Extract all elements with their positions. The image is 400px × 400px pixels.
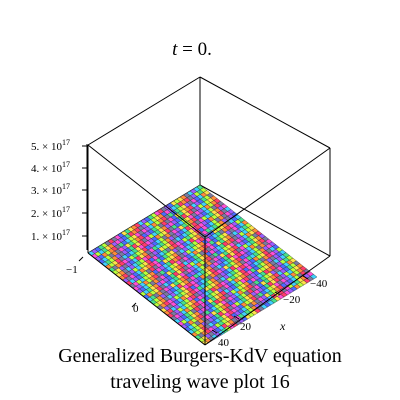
x-axis-label: x: [279, 319, 286, 333]
y-tick-label: 0: [133, 303, 139, 315]
y-tick-label: −1: [66, 264, 78, 276]
z-tick-label: 5. × 1017: [31, 138, 70, 153]
y-axis-ticks: −1 0: [66, 256, 139, 315]
z-tick-label: 1. × 1017: [31, 228, 70, 243]
x-axis-ticks: −40 −20 20 40: [211, 275, 328, 349]
box-edge: [204, 255, 331, 346]
surface-cell: [309, 274, 318, 280]
x-tick-label: −20: [283, 294, 301, 306]
z-tick: 1. × 1017: [31, 228, 87, 243]
z-tick: 3. × 1017: [31, 182, 87, 197]
surface-plot: [87, 184, 318, 346]
x-tick: 20: [233, 315, 252, 333]
bounding-box-front: [87, 144, 331, 346]
z-tick-label: 3. × 1017: [31, 182, 70, 197]
box-edge: [87, 76, 201, 146]
plot-title: t = 0.: [172, 39, 212, 60]
x-tick-label: 20: [240, 321, 252, 333]
box-edge: [87, 252, 206, 346]
box-edge: [204, 147, 331, 238]
title-value: = 0.: [177, 39, 211, 60]
x-tick-label: −40: [310, 278, 328, 290]
y-tick: 0: [131, 302, 139, 315]
x-tick: −20: [274, 291, 301, 306]
y-tick: −1: [66, 256, 84, 276]
box-edge: [199, 76, 331, 149]
x-tick-label: 40: [218, 337, 230, 349]
title-variable: t: [172, 39, 178, 60]
z-tick: 4. × 1017: [31, 160, 87, 175]
x-tick: 40: [211, 329, 230, 349]
box-edge: [199, 184, 331, 257]
z-tick: 5. × 1017: [31, 138, 87, 153]
figure-caption-line-2: traveling wave plot 16: [110, 371, 290, 393]
box-edge: [87, 144, 206, 238]
figure-caption-line-1: Generalized Burgers-KdV equation: [58, 345, 342, 367]
z-tick: 2. × 1017: [31, 205, 87, 220]
z-axis-ticks: 1. × 1017 2. × 1017 3. × 1017 4. × 1017 …: [31, 138, 88, 250]
z-tick-label: 2. × 1017: [31, 205, 70, 220]
x-tick: −40: [302, 275, 328, 290]
z-tick-label: 4. × 1017: [31, 160, 70, 175]
